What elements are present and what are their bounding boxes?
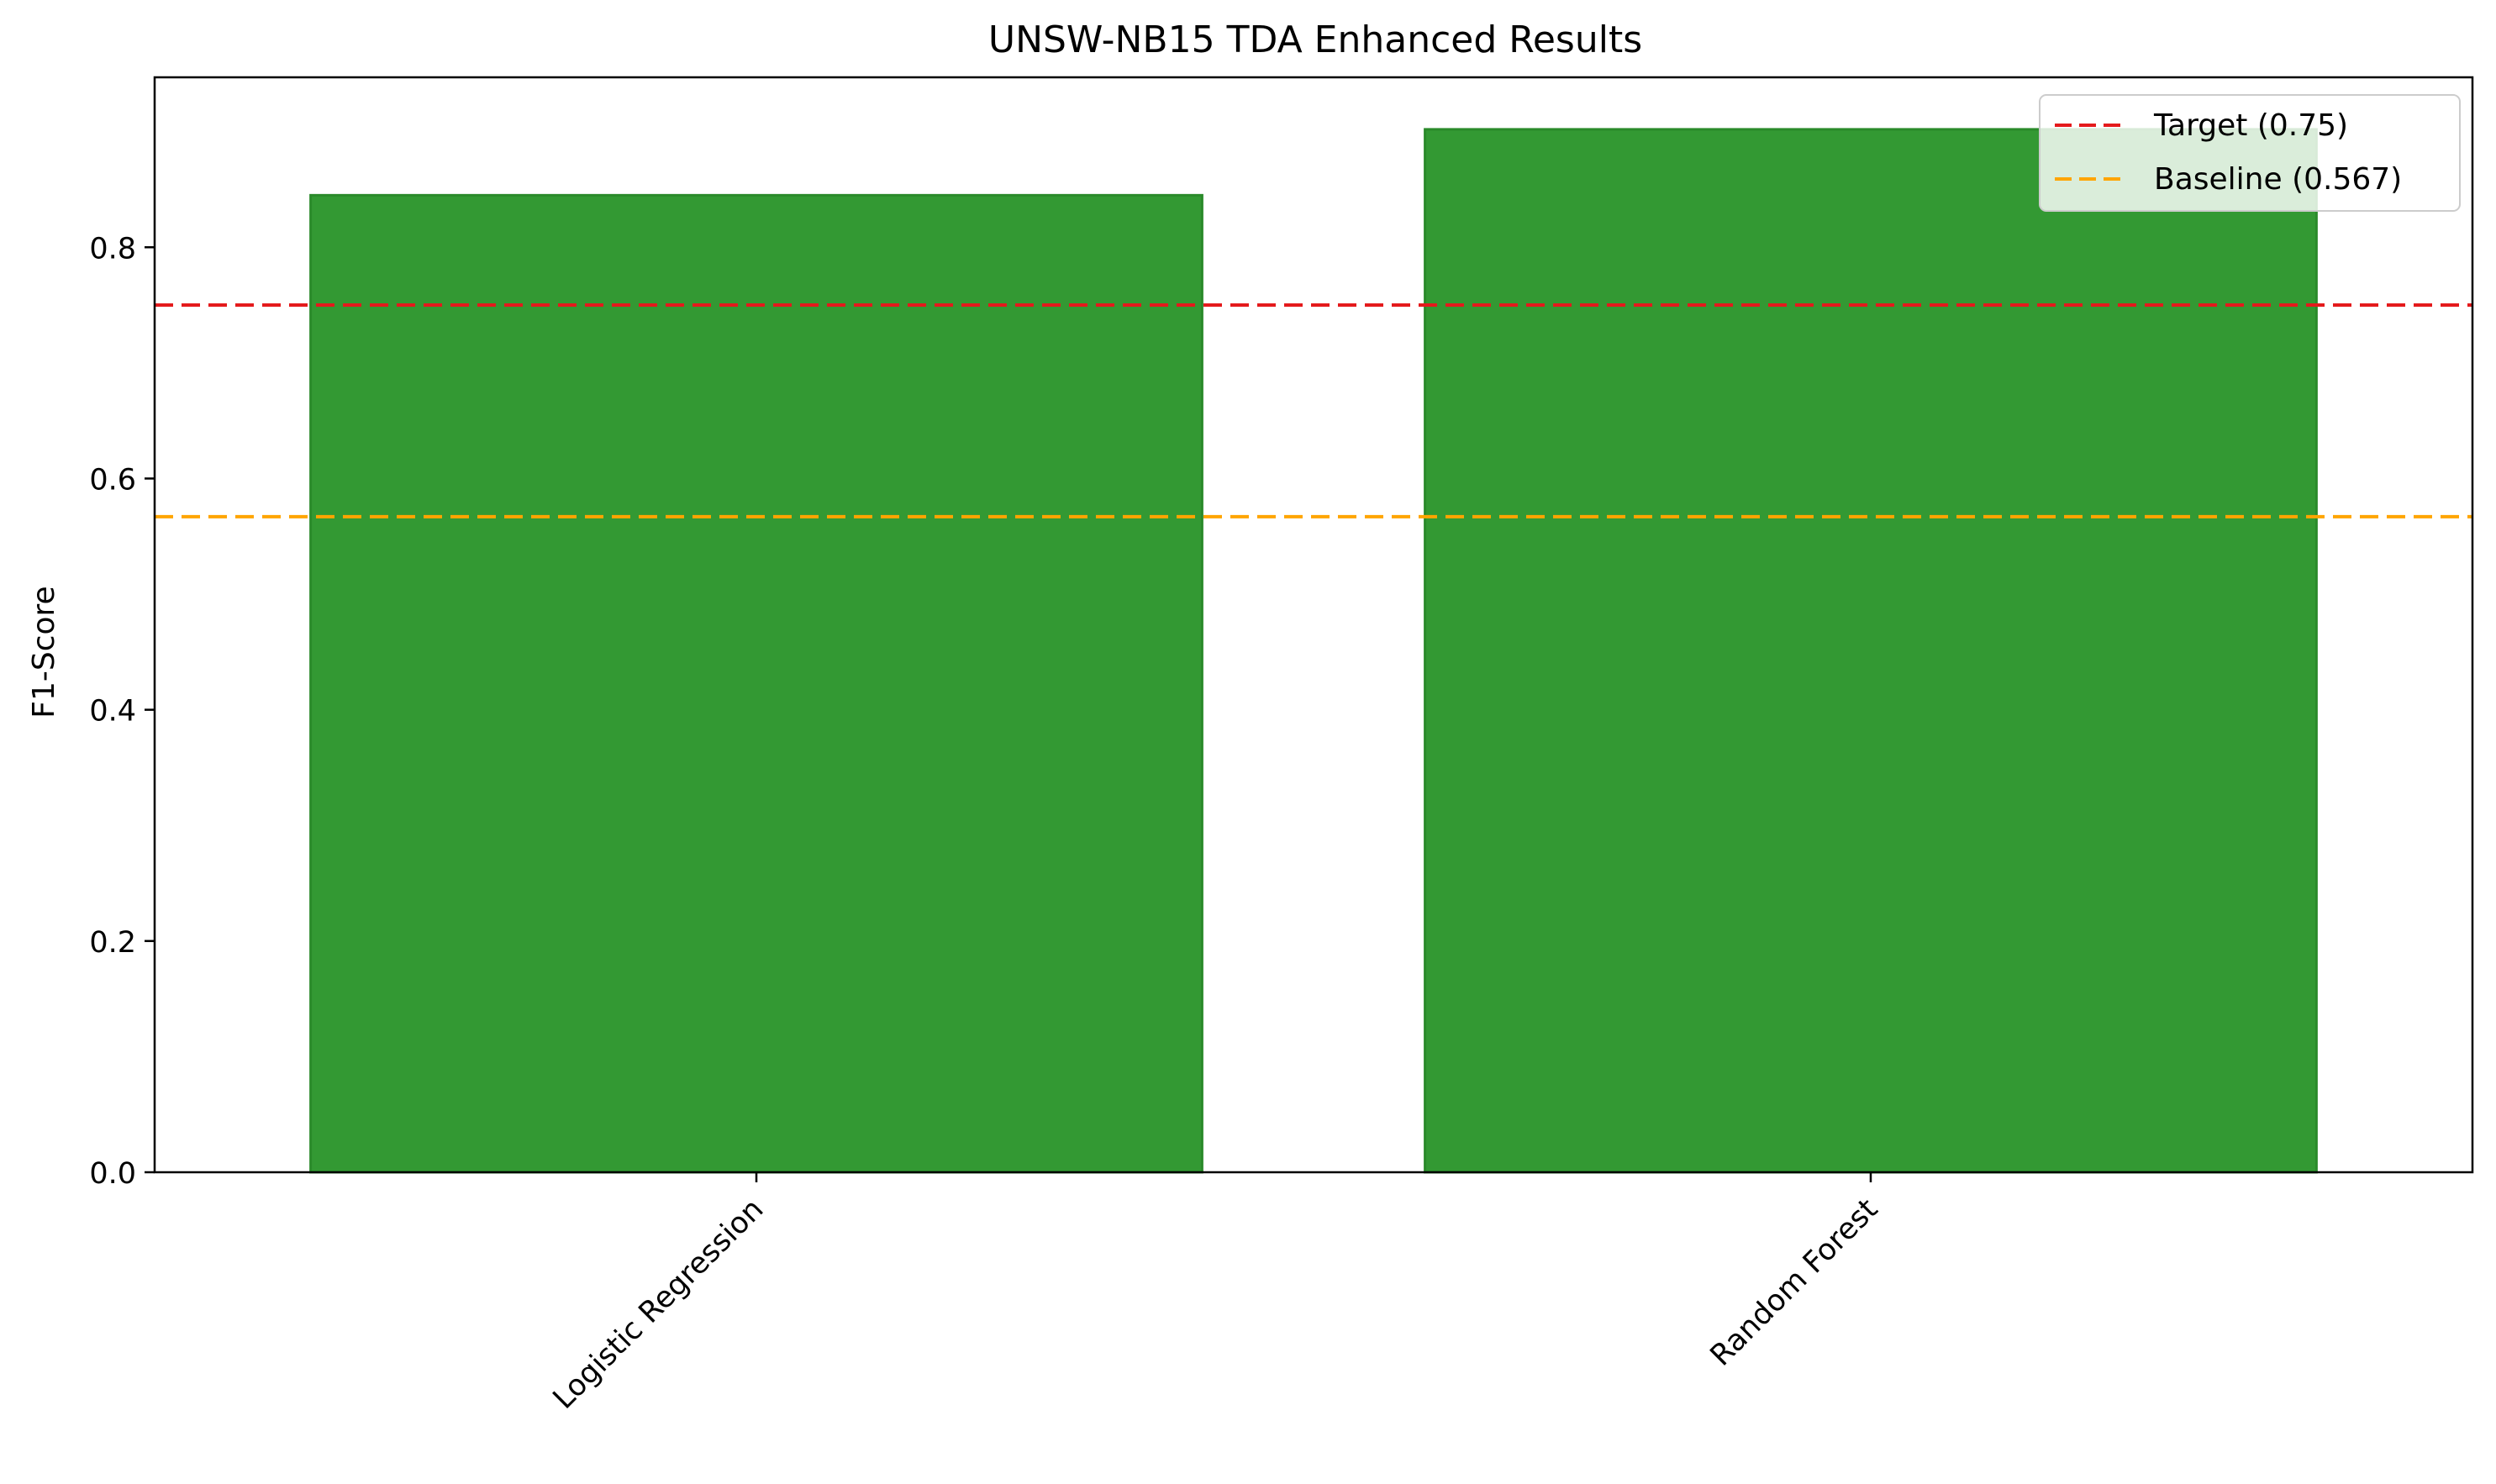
y-axis-label: F1-Score <box>27 586 61 718</box>
legend-label: Baseline (0.567) <box>2154 162 2402 197</box>
y-tick-label: 0.8 <box>89 232 136 266</box>
y-tick-label: 0.4 <box>89 695 136 729</box>
plot-frame <box>153 76 2474 1174</box>
bar-logistic-regression <box>309 193 1203 1174</box>
legend-box <box>2039 94 2461 212</box>
bar-random-forest <box>1424 128 2318 1174</box>
legend: Target (0.75) Baseline (0.567) <box>2039 94 2461 212</box>
y-tick-label: 0.6 <box>89 463 136 497</box>
y-tick-label: 0.0 <box>89 1157 136 1191</box>
bars-layer <box>309 128 2318 1174</box>
legend-label: Target (0.75) <box>2153 108 2348 143</box>
y-tick-label: 0.2 <box>89 926 136 960</box>
reference-lines-layer <box>155 303 2472 518</box>
chart-title: UNSW-NB15 TDA Enhanced Results <box>988 18 1642 61</box>
